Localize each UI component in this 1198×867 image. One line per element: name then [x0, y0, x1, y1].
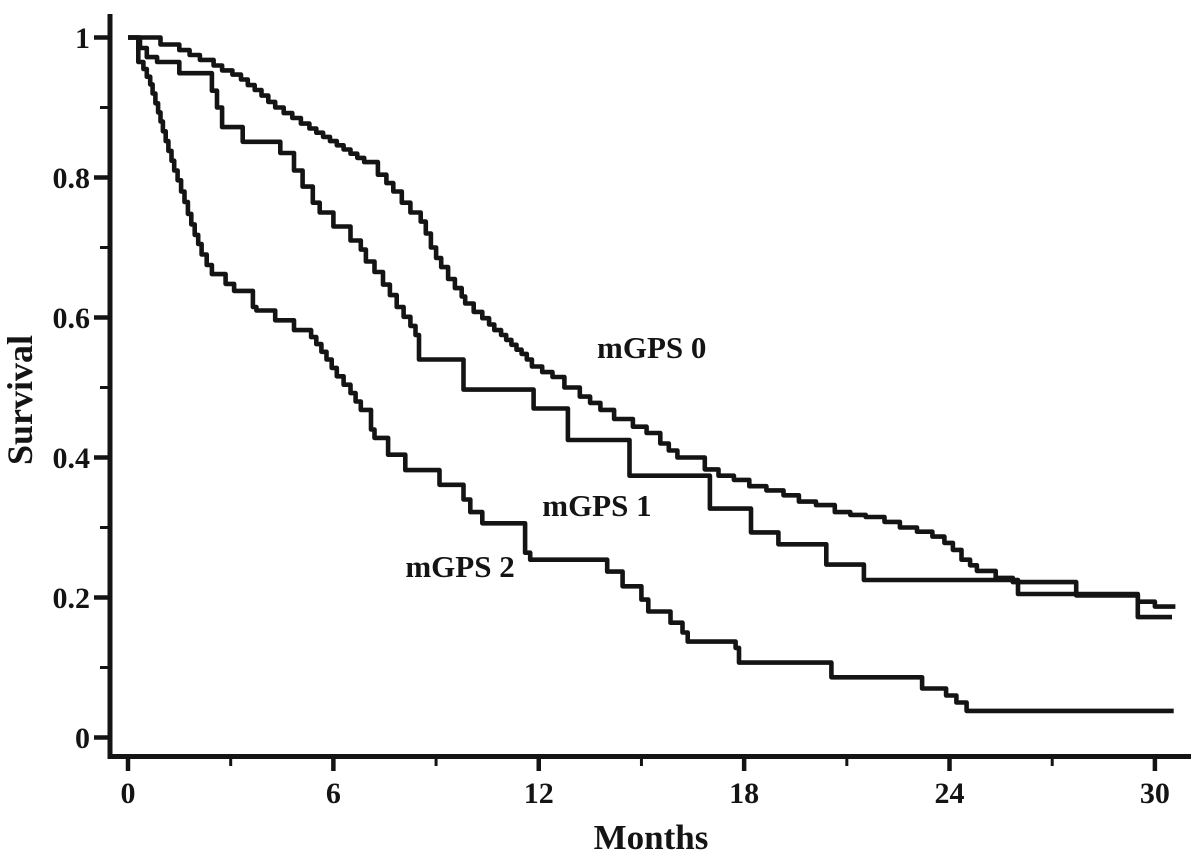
x-tick-label: 24: [935, 777, 965, 810]
y-axis-title: Survival: [0, 335, 40, 465]
x-tick-label: 6: [326, 777, 341, 810]
x-tick-label: 30: [1140, 777, 1170, 810]
survival-curve-mgps-1: [128, 35, 1172, 620]
survival-curve-mgps-0: [128, 35, 1176, 609]
series-label-mgps-2: mGPS 2: [405, 549, 514, 584]
x-tick-label: 0: [121, 777, 136, 810]
y-tick-label: 0.8: [53, 162, 91, 195]
x-tick-label: 12: [524, 777, 554, 810]
series-label-mgps-0: mGPS 0: [597, 330, 706, 365]
y-tick-label: 0.4: [53, 442, 91, 475]
curves-layer: [128, 35, 1176, 714]
survival-curve-mgps-2: [128, 35, 1174, 714]
y-tick-label: 0.2: [53, 582, 91, 615]
x-axis-title: Months: [594, 818, 709, 857]
series-label-mgps-1: mGPS 1: [542, 488, 651, 523]
y-tick-label: 0: [75, 722, 90, 755]
labels-layer: Survival Months mGPS 0 mGPS 1 mGPS 2: [0, 330, 708, 857]
x-tick-label: 18: [729, 777, 759, 810]
y-tick-label: 0.6: [53, 302, 91, 335]
y-tick-label: 1: [75, 22, 90, 55]
axes-layer: 1 0.8 0.6 0.4 0.2 00 6 12 18 24 30: [53, 14, 1191, 810]
